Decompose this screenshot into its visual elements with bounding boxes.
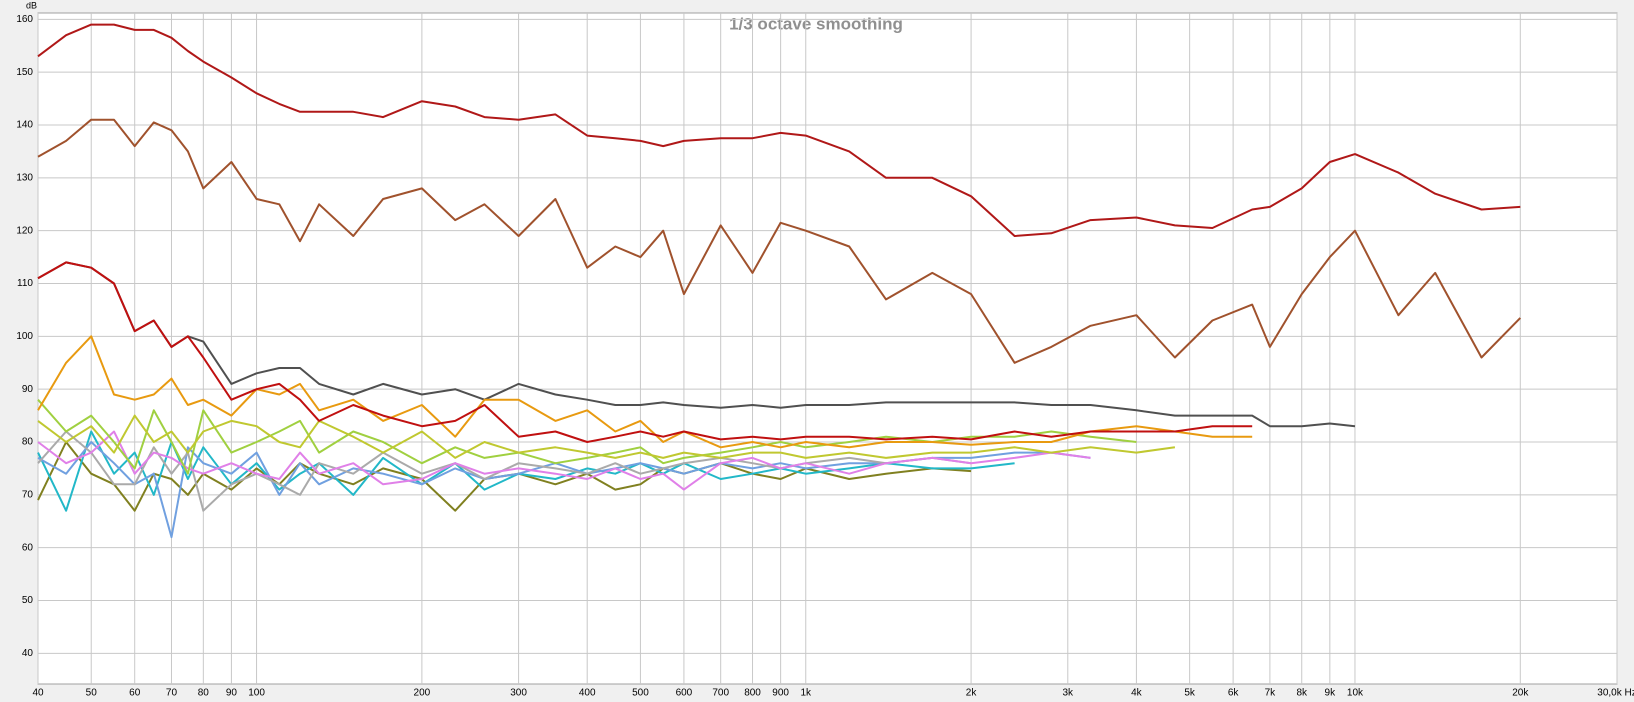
- x-tick-label: 600: [676, 688, 693, 699]
- x-tick-label: 800: [744, 688, 761, 699]
- x-tick-label: 70: [166, 688, 178, 699]
- x-tick-label: 2k: [966, 688, 978, 699]
- series-line: [37, 430, 972, 512]
- x-tick-label: 4k: [1131, 688, 1143, 699]
- x-tick-label: 90: [226, 688, 238, 699]
- series-line: [37, 430, 1091, 491]
- x-tick-label: 9k: [1325, 688, 1337, 699]
- y-tick-label: 80: [22, 437, 34, 448]
- x-tick-label: 40: [32, 688, 44, 699]
- x-tick-label: 100: [248, 688, 265, 699]
- x-tick-label: 300: [510, 688, 527, 699]
- x-tick-label: 200: [414, 688, 431, 699]
- y-tick-label: 150: [16, 67, 33, 78]
- x-tick-label: 1k: [800, 688, 812, 699]
- x-tick-label: 700: [712, 688, 729, 699]
- y-tick-label: 60: [22, 542, 34, 553]
- x-tick-label: 80: [198, 688, 210, 699]
- x-tick-label: 10k: [1347, 688, 1364, 699]
- series-line: [37, 261, 1356, 428]
- series-line: [37, 399, 1137, 475]
- series-line: [37, 261, 1253, 443]
- x-tick-label: 8k: [1296, 688, 1308, 699]
- y-tick-label: 110: [17, 278, 33, 289]
- x-tick-label: 400: [579, 688, 596, 699]
- chart-title: 1/3 octave smoothing: [729, 14, 903, 33]
- y-axis-label: dB: [26, 0, 37, 10]
- y-tick-label: 50: [22, 595, 34, 606]
- x-tick-label: 30,0k Hz: [1597, 688, 1634, 699]
- x-tick-label: 500: [632, 688, 649, 699]
- y-tick-label: 140: [16, 120, 33, 131]
- series-line: [37, 414, 1176, 459]
- y-tick-label: 120: [16, 225, 33, 236]
- y-tick-label: 130: [16, 172, 33, 183]
- x-tick-label: 900: [772, 688, 789, 699]
- series-line: [37, 335, 1253, 449]
- series-line: [37, 23, 1521, 237]
- y-tick-label: 40: [22, 648, 34, 659]
- x-tick-label: 20k: [1512, 688, 1529, 699]
- x-tick-label: 5k: [1184, 688, 1196, 699]
- x-tick-label: 60: [129, 688, 141, 699]
- y-tick-label: 70: [22, 489, 34, 500]
- y-tick-label: 100: [16, 331, 33, 342]
- x-tick-label: 50: [86, 688, 98, 699]
- y-tick-label: 90: [22, 384, 34, 395]
- x-tick-label: 3k: [1063, 688, 1075, 699]
- plot-area: [37, 12, 1618, 685]
- x-tick-label: 6k: [1228, 688, 1240, 699]
- series-line: [37, 441, 972, 512]
- y-tick-label: 160: [16, 14, 33, 25]
- series-line: [37, 118, 1522, 364]
- x-tick-label: 7k: [1265, 688, 1277, 699]
